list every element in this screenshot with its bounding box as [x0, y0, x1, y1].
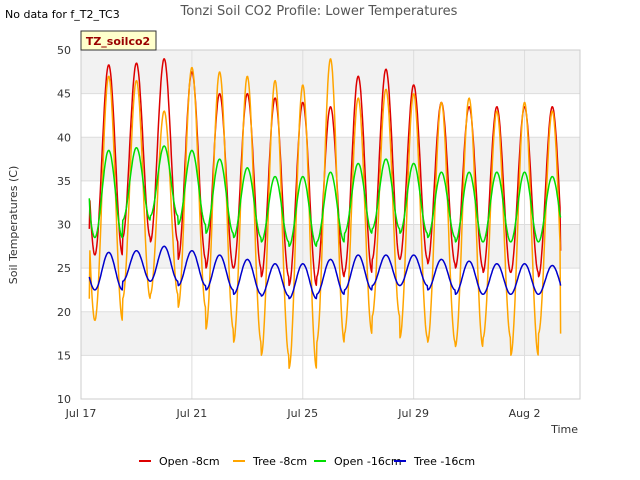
plot-band: [81, 50, 580, 94]
plot-band: [81, 268, 580, 312]
x-tick-label: Aug 2: [509, 407, 541, 420]
y-tick-label: 40: [57, 131, 71, 144]
plot-band: [81, 311, 580, 356]
y-tick-label: 30: [57, 219, 71, 232]
plot-background: [81, 50, 580, 399]
legend-label: Open -16cm: [334, 455, 402, 468]
site-badge-label: TZ_soilco2: [86, 35, 150, 48]
plot-band: [81, 137, 580, 181]
legend-label: Tree -16cm: [413, 455, 475, 468]
y-axis-label: Soil Temperatures (C): [7, 166, 20, 285]
plot-band: [81, 180, 580, 225]
y-tick-label: 15: [57, 349, 71, 362]
legend-label: Tree -8cm: [252, 455, 307, 468]
legend: Open -8cm Tree -8cm Open -16cm Tree -16cm: [139, 455, 475, 468]
site-badge-box: [80, 30, 157, 51]
x-tick-label: Jul 25: [286, 407, 318, 420]
y-tick-label: 25: [57, 262, 71, 275]
y-tick-labels: 10 15 20 25 30 35 40 45 50: [57, 44, 71, 406]
chart-title: Tonzi Soil CO2 Profile: Lower Temperatur…: [180, 4, 458, 19]
series-lines: [88, 58, 562, 370]
no-data-notice: No data for f_T2_TC3: [5, 8, 120, 21]
series-line-tree-8cm: [88, 58, 562, 370]
x-tick-labels: Jul 17 Jul 21 Jul 25 Jul 29 Aug 2: [65, 407, 541, 420]
y-tick-label: 50: [57, 44, 71, 57]
x-tick-label: Jul 21: [176, 407, 208, 420]
legend-label: Open -8cm: [159, 455, 220, 468]
y-tick-label: 10: [57, 393, 71, 406]
plot-band: [81, 93, 580, 138]
plot-frame: [80, 49, 581, 400]
site-badge: TZ_soilco2: [80, 30, 157, 51]
y-tick-label: 45: [57, 88, 71, 101]
series-line-open-16cm: [88, 145, 562, 248]
y-tick-label: 20: [57, 306, 71, 319]
x-tick-label: Jul 29: [397, 407, 429, 420]
series-line-tree-16cm: [88, 245, 562, 300]
x-axis-label: Time: [550, 423, 578, 436]
y-tick-label: 35: [57, 175, 71, 188]
x-tick-label: Jul 17: [65, 407, 97, 420]
plot-band: [81, 355, 580, 399]
